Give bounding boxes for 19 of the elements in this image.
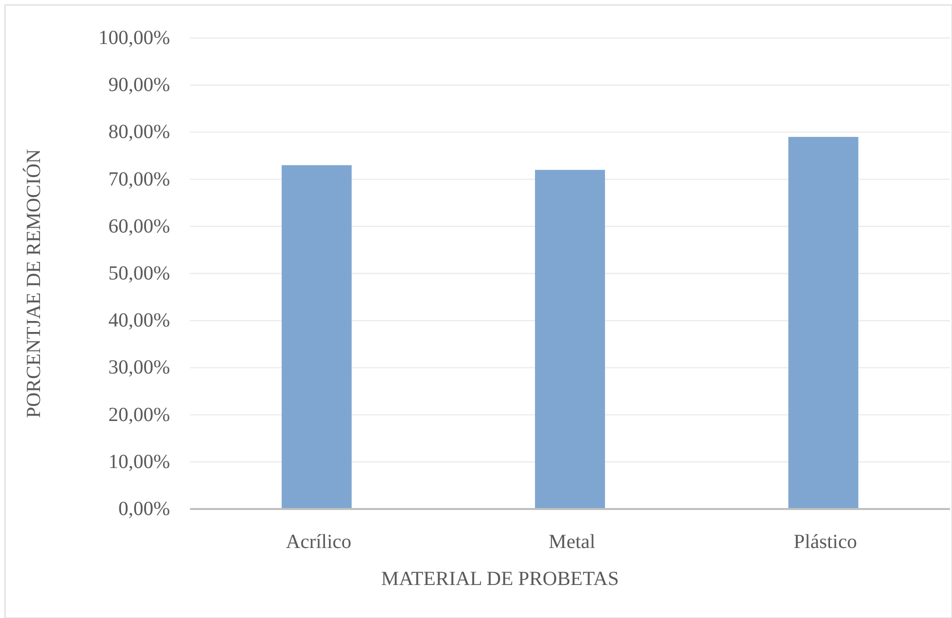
x-tick-label: Acrílico	[286, 531, 352, 553]
x-tick-label: Plástico	[794, 531, 858, 553]
x-tick-label: Metal	[548, 531, 596, 553]
y-tick-label: 10,00%	[108, 450, 170, 473]
y-tick-label: 60,00%	[108, 215, 170, 238]
y-tick-label: 80,00%	[108, 121, 170, 144]
y-tick-label: 70,00%	[108, 168, 170, 190]
y-tick-label: 90,00%	[108, 74, 170, 96]
bar	[535, 170, 605, 509]
x-axis-title: MATERIAL DE PROBETAS	[381, 568, 619, 590]
y-tick-label: 0,00%	[118, 498, 170, 520]
y-tick-label: 40,00%	[108, 310, 170, 332]
bar	[788, 136, 858, 509]
y-tick-label: 100,00%	[98, 27, 170, 49]
y-tick-label: 50,00%	[108, 262, 170, 284]
y-tick-label: 30,00%	[108, 356, 170, 379]
y-tick-label: 20,00%	[108, 404, 170, 426]
bar	[282, 165, 352, 509]
y-axis-title: PORCENTJAE DE REMOCIÓN	[22, 149, 45, 418]
